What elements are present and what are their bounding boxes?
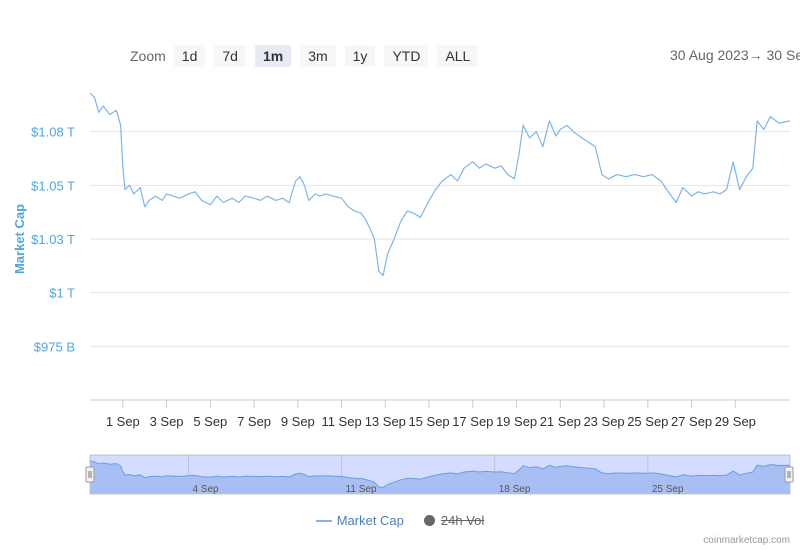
x-tick-label-12: 25 Sep (627, 414, 668, 429)
credit-link[interactable]: coinmarketcap.com (703, 535, 790, 546)
navigator-series-area (90, 461, 790, 494)
y-tick-label-4: $1.08 T (31, 125, 75, 140)
zoom-1m-button[interactable]: 1m (254, 45, 292, 67)
y-axis-title: Market Cap (12, 204, 27, 274)
zoom-all-button[interactable]: ALL (437, 45, 479, 67)
x-tick-label-1: 3 Sep (150, 414, 184, 429)
y-tick-label-3: $1.05 T (31, 178, 75, 193)
navigator-label-0: 4 Sep (192, 484, 219, 495)
legend-item-market-cap[interactable]: Market Cap (315, 513, 404, 528)
line-series-icon (315, 519, 332, 522)
x-tick-label-7: 15 Sep (408, 414, 449, 429)
zoom-1d-button[interactable]: 1d (173, 45, 206, 67)
date-range-label[interactable]: 30 Aug 2023→ 30 Sep (670, 47, 800, 63)
x-tick-label-10: 21 Sep (540, 414, 581, 429)
navigator-label-2: 18 Sep (499, 484, 531, 495)
x-tick-label-4: 9 Sep (281, 414, 315, 429)
handle-body (85, 466, 95, 483)
x-tick-label-9: 19 Sep (496, 414, 537, 429)
y-tick-label-1: $1 T (49, 286, 75, 301)
navigator-series-line (89, 460, 791, 489)
x-tick-label-3: 7 Sep (237, 414, 271, 429)
zoom-7d-button[interactable]: 7d (214, 45, 246, 67)
legend-label-market-cap: Market Cap (336, 513, 404, 528)
x-tick-label-0: 1 Sep (106, 414, 140, 429)
x-tick-label-11: 23 Sep (583, 414, 624, 429)
navigator-mask (90, 455, 790, 494)
x-tick-label-14: 29 Sep (715, 414, 756, 429)
navigator-label-1: 11 Sep (346, 484, 377, 495)
zoom-1y-button[interactable]: 1y (344, 45, 376, 67)
zoom-3m-button[interactable]: 3m (300, 45, 336, 67)
market-cap-series-line (89, 92, 791, 277)
zoom-label: Zoom (130, 48, 166, 64)
legend: Market Cap 24h Vol (0, 513, 800, 528)
x-tick-label-6: 13 Sep (365, 414, 406, 429)
navigator-right-handle[interactable] (784, 466, 794, 483)
x-tick-label-2: 5 Sep (193, 414, 227, 429)
circle-series-icon (423, 515, 435, 526)
legend-item-24h-vol[interactable]: 24h Vol (423, 513, 485, 528)
legend-label-24h-vol: 24h Vol (440, 513, 485, 528)
y-tick-label-2: $1.03 T (31, 232, 75, 247)
handle-body (784, 466, 794, 483)
y-tick-label-0: $975 B (34, 339, 75, 354)
x-tick-label-5: 11 Sep (321, 414, 361, 429)
navigator-label-3: 25 Sep (652, 484, 684, 495)
navigator-left-handle[interactable] (85, 466, 95, 483)
x-tick-label-13: 27 Sep (671, 414, 712, 429)
x-tick-label-8: 17 Sep (452, 414, 493, 429)
zoom-ytd-button[interactable]: YTD (384, 45, 429, 67)
zoom-toolbar: Zoom 1d 7d 1m 3m 1y YTD ALL (130, 44, 487, 68)
